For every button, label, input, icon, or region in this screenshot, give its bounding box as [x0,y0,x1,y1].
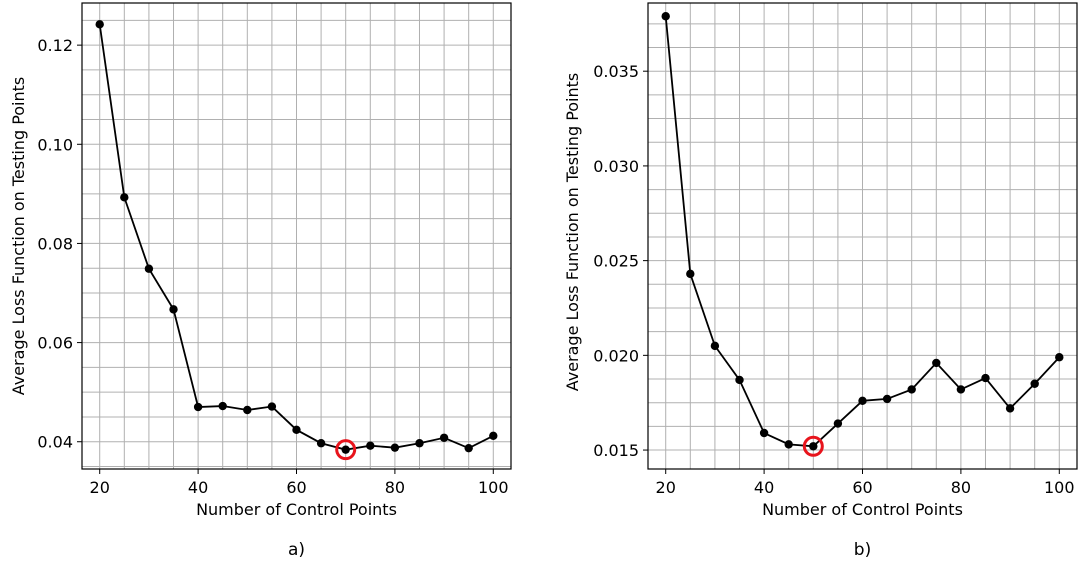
data-point [218,401,227,411]
data-point [932,358,941,368]
data-point [1055,353,1064,362]
y-tick-label: 0.04 [37,433,73,452]
chart-panel-a: 20 40 60 80 100 0.04 0.06 0.08 0.10 0.12 Number of… [9,2,512,560]
data-point [439,433,449,442]
x-tick-label: 80 [951,478,971,497]
minimum-highlight-circle [802,435,824,457]
y-tick-label: 0.10 [37,135,73,154]
chart-panel-b: 20 40 60 80 100 0.015 0.020 0.025 0.030 0.035 Numb… [563,2,1078,560]
data-point [661,12,670,21]
data-point [341,445,350,454]
data-point [858,396,867,406]
data-point [120,193,129,202]
y-tick-label: 0.12 [37,36,73,55]
data-point [956,385,966,394]
data-point [489,431,498,440]
data-point [1030,379,1039,388]
data-point [292,425,301,435]
data-point [784,440,793,449]
y-tick-label: 0.030 [593,157,639,176]
data-point [1005,404,1015,413]
data-point [907,385,916,394]
panel-label: a) [288,540,305,560]
data-point [710,341,720,351]
x-tick-label: 40 [754,478,774,497]
x-tick-label: 20 [656,478,676,497]
data-point [144,264,154,273]
data-point [833,419,843,428]
data-point [981,373,990,383]
minimum-highlight-circle [335,439,357,461]
data-point [95,20,104,29]
x-tick-label: 100 [478,478,509,497]
x-tick-label: 100 [1044,478,1075,497]
data-point [882,394,892,404]
data-point [735,375,744,385]
data-point [243,405,252,415]
data-point [759,428,769,438]
panel-label: b) [854,540,871,560]
data-point [686,269,695,279]
data-point [366,441,375,450]
data-point [464,443,473,453]
y-tick-label: 0.020 [593,346,639,365]
data-point [267,402,277,411]
y-tick-label: 0.035 [593,62,639,81]
data-point [193,402,203,412]
y-tick-label: 0.015 [593,441,639,460]
data-point [390,443,400,452]
x-tick-label: 60 [852,478,872,497]
y-axis-label: Average Loss Function on Testing Points [563,73,582,392]
y-tick-label: 0.06 [37,334,73,353]
x-tick-label: 60 [286,478,306,497]
x-axis-label: Number of Control Points [762,500,963,519]
x-tick-label: 40 [188,478,208,497]
data-point [809,442,818,451]
x-tick-label: 20 [90,478,110,497]
data-point [169,305,178,314]
y-axis-label: Average Loss Function on Testing Points [9,77,28,396]
x-axis-label: Number of Control Points [196,500,397,519]
x-tick-label: 80 [385,478,405,497]
y-tick-label: 0.025 [593,252,639,271]
y-tick-label: 0.08 [37,234,73,253]
data-point [415,439,424,448]
data-point [316,439,326,448]
